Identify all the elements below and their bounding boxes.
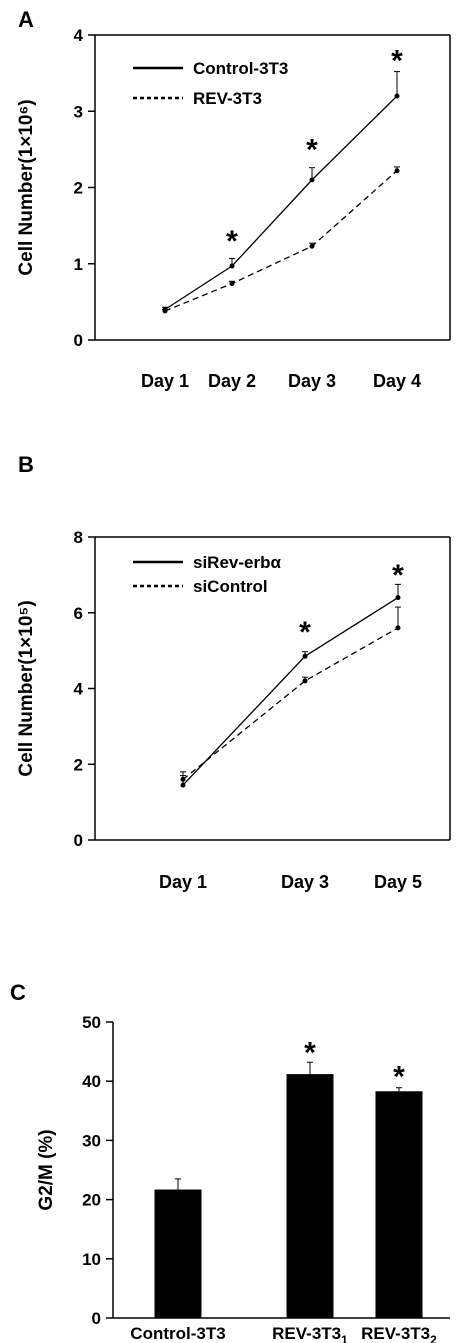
data-point	[180, 776, 186, 782]
y-axis-title: Cell Number(1×10⁵)	[16, 600, 37, 776]
significance-marker: *	[391, 44, 403, 77]
significance-marker: *	[306, 134, 318, 167]
y-tick-label: 10	[82, 1250, 101, 1269]
x-tick-label-base: REV-3T3	[361, 1324, 430, 1343]
panel-label: B	[18, 452, 34, 477]
x-tick-label: Day 5	[374, 872, 422, 892]
bar	[375, 1091, 423, 1318]
data-point	[395, 625, 401, 631]
y-tick-label: 0	[74, 831, 83, 850]
y-tick-label: 4	[74, 680, 84, 699]
data-point	[162, 308, 168, 314]
series-line	[164, 95, 398, 311]
series-line	[164, 170, 398, 312]
legend-label: siControl	[193, 577, 268, 596]
series-line	[182, 627, 399, 780]
significance-marker: *	[393, 1060, 405, 1093]
x-tick-label: Control-3T3	[130, 1324, 225, 1343]
x-tick-label-subscript: 1	[341, 1333, 348, 1343]
significance-marker: *	[299, 616, 311, 649]
y-tick-label: 3	[74, 102, 83, 121]
y-tick-label: 1	[74, 255, 83, 274]
x-tick-label: Day 1	[159, 872, 207, 892]
x-tick-label: REV-3T32	[361, 1324, 437, 1343]
data-point	[309, 177, 315, 183]
y-tick-label: 20	[82, 1191, 101, 1210]
y-tick-label: 4	[74, 26, 84, 45]
x-tick-label: Day 3	[288, 371, 336, 391]
y-tick-label: 2	[74, 755, 83, 774]
y-axis-title: G2/M (%)	[36, 1129, 57, 1210]
data-point	[302, 653, 308, 659]
y-tick-label: 0	[92, 1309, 101, 1328]
bar	[154, 1189, 202, 1318]
legend-label: REV-3T3	[193, 89, 262, 108]
y-axis-title: Cell Number(1×10⁶)	[16, 99, 37, 275]
data-point	[395, 595, 401, 601]
y-tick-label: 2	[74, 179, 83, 198]
panel-label: C	[10, 980, 26, 1005]
data-point	[394, 168, 400, 174]
significance-marker: *	[392, 559, 404, 592]
data-point	[394, 93, 400, 99]
data-point	[229, 263, 235, 269]
panel-label: A	[18, 7, 34, 32]
y-tick-label: 40	[82, 1072, 101, 1091]
x-tick-label: REV-3T31	[272, 1324, 348, 1343]
y-tick-label: 8	[74, 528, 83, 547]
bar	[286, 1074, 334, 1318]
x-tick-label-subscript: 2	[430, 1333, 437, 1343]
y-tick-label: 6	[74, 604, 83, 623]
y-tick-label: 50	[82, 1013, 101, 1032]
y-tick-label: 0	[74, 331, 83, 350]
data-point	[302, 678, 308, 684]
x-tick-label: Day 4	[373, 371, 421, 391]
significance-marker: *	[304, 1037, 316, 1070]
x-tick-label: Day 3	[281, 872, 329, 892]
data-point	[309, 243, 315, 249]
x-tick-label-base: Control-3T3	[130, 1324, 225, 1343]
x-tick-label-base: REV-3T3	[272, 1324, 341, 1343]
significance-marker: *	[226, 225, 238, 258]
x-tick-label: Day 1	[141, 371, 189, 391]
x-tick-label: Day 2	[208, 371, 256, 391]
data-point	[229, 281, 235, 287]
legend-label: siRev-erbα	[193, 553, 281, 572]
series-line	[182, 597, 399, 786]
data-point	[180, 782, 186, 788]
y-tick-label: 30	[82, 1131, 101, 1150]
legend-label: Control-3T3	[193, 59, 288, 78]
